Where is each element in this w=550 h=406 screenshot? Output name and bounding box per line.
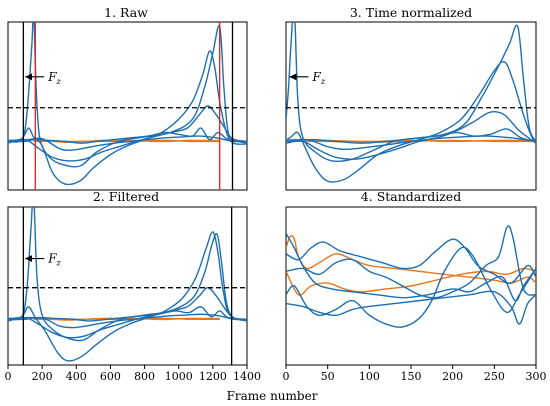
- annotation-label-filtered: Fz: [47, 252, 61, 268]
- x-tick-label-filtered-6: 1200: [199, 370, 227, 383]
- series-line-time_normalized-0: [286, 22, 536, 162]
- x-tick-label-filtered-3: 600: [100, 370, 121, 383]
- series-line-filtered-2: [8, 286, 247, 339]
- series-line-raw-3: [8, 127, 247, 144]
- series-line-standardized-1: [286, 267, 536, 296]
- series-line-raw-2: [8, 105, 247, 162]
- series-line-filtered-0: [8, 207, 247, 342]
- series-line-standardized-6: [286, 290, 536, 325]
- plot-content-standardized: [286, 225, 536, 328]
- series-line-standardized-0: [286, 234, 536, 284]
- annotation-subscript-time_normalized: z: [320, 77, 326, 86]
- panel-raw: 1. Raw Fz: [7, 5, 248, 191]
- series-line-raw-0: [8, 22, 247, 168]
- x-tick-label-filtered-0: 0: [5, 370, 12, 383]
- x-tick-label-filtered-5: 1000: [165, 370, 193, 383]
- panel-title-standardized: 4. Standardized: [361, 189, 461, 204]
- x-tick-label-standardized-5: 250: [484, 370, 505, 383]
- plot-area-filtered: Fz 0 200 400 600 800 1000 1200 1400: [5, 207, 261, 383]
- series-line-filtered-1: [8, 231, 247, 362]
- x-tick-label-standardized-3: 150: [401, 370, 422, 383]
- series-line-raw-1: [8, 50, 247, 186]
- x-tick-label-filtered-4: 800: [134, 370, 155, 383]
- series-line-filtered-3: [8, 306, 247, 322]
- x-tick-label-standardized-6: 300: [526, 370, 547, 383]
- series-line-time_normalized-4: [286, 135, 536, 151]
- panel-standardized: 4. Standardized 0 50 100 150 200 250 300: [283, 189, 547, 383]
- panel-frame-filtered: [7, 206, 248, 366]
- panel-frame-time-normalized: [285, 21, 537, 191]
- annotation-subscript-raw: z: [56, 77, 62, 86]
- series-line-time_normalized-2: [286, 110, 536, 160]
- panel-filtered: 2. Filtered Fz 0 200 400 600 800 1000 1200 1400: [5, 189, 262, 383]
- plot-content-filtered: [8, 207, 247, 365]
- annotation-label-raw: Fz: [47, 70, 61, 86]
- plot-area-raw: Fz: [8, 22, 247, 190]
- series-line-time_normalized-3: [286, 128, 536, 144]
- series-line-filtered-4: [8, 313, 247, 329]
- annotation-subscript-filtered: z: [56, 259, 62, 268]
- x-tick-label-filtered-1: 200: [32, 370, 53, 383]
- panel-title-filtered: 2. Filtered: [93, 189, 159, 204]
- panel-title-raw: 1. Raw: [104, 5, 148, 20]
- x-tick-label-standardized-4: 200: [442, 370, 463, 383]
- plot-content-time_normalized: [286, 22, 536, 183]
- x-tick-label-standardized-0: 0: [283, 370, 290, 383]
- x-tick-label-standardized-2: 100: [359, 370, 380, 383]
- plot-area-standardized: 0 50 100 150 200 250 300: [283, 225, 547, 383]
- panel-frame-raw: [7, 21, 248, 191]
- x-axis-label: Frame number: [227, 389, 318, 403]
- x-tick-label-standardized-1: 50: [321, 370, 335, 383]
- plot-content-raw: [8, 22, 247, 190]
- x-tick-label-filtered-2: 400: [66, 370, 87, 383]
- series-line-raw-4: [8, 135, 247, 151]
- series-line-standardized-3: [286, 238, 536, 284]
- x-tick-label-filtered-7: 1400: [233, 370, 261, 383]
- panel-title-time-normalized: 3. Time normalized: [350, 5, 472, 20]
- plot-area-time-normalized: Fz: [286, 22, 536, 183]
- annotation-label-time_normalized: Fz: [312, 70, 326, 86]
- panel-time-normalized: 3. Time normalized Fz: [285, 5, 537, 191]
- series-line-standardized-5: [286, 225, 536, 299]
- series-line-standardized-2: [286, 232, 536, 302]
- series-line-time_normalized-1: [286, 60, 536, 183]
